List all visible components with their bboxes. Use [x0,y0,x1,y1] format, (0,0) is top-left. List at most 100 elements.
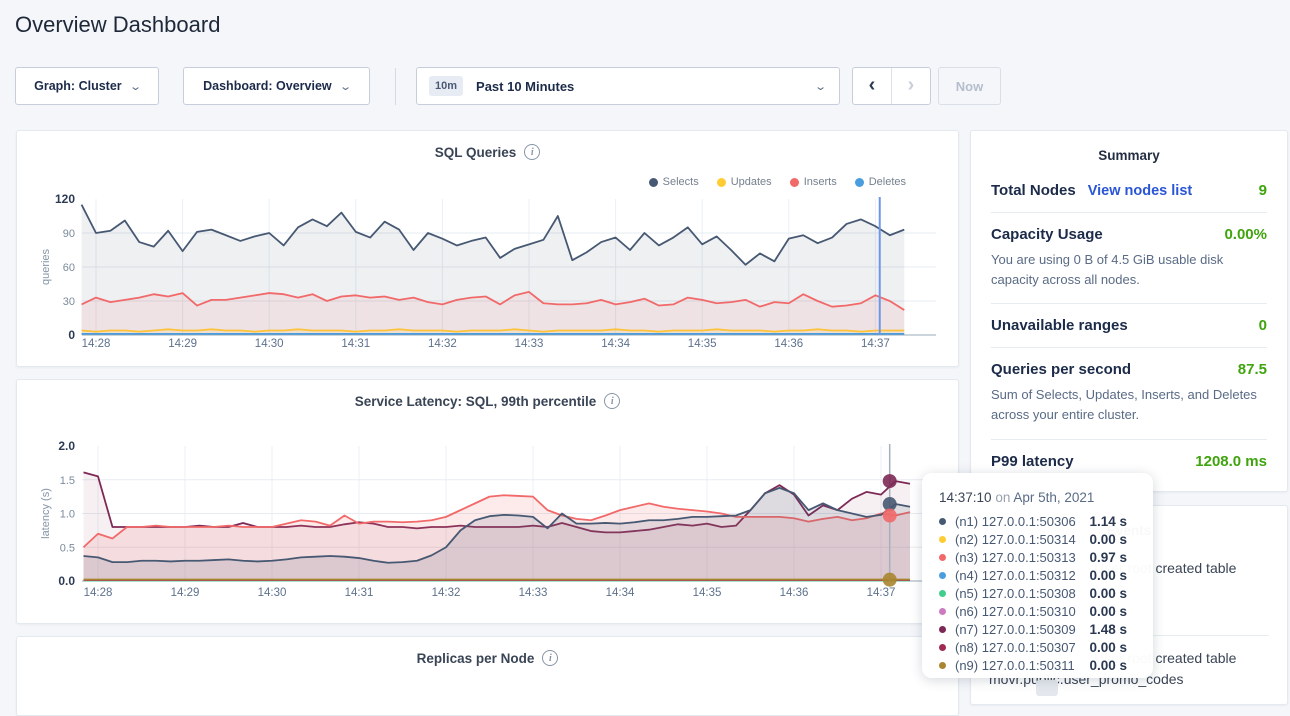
hover-point-dot [882,474,897,489]
chart-legend: Selects Updates Inserts Deletes [648,176,906,188]
x-axis-tick-label: 14:33 [515,338,544,350]
x-axis-tick-label: 14:31 [341,338,370,350]
event-icon [1036,680,1058,696]
series-color-dot [939,535,946,543]
x-axis-tick-label: 14:28 [84,587,113,599]
tooltip-node-value: 0.00 s [1089,640,1127,656]
service-latency-panel: 14:28 14:29 14:30 14:31 14:32 14:33 14:34 14:35… [16,379,959,624]
replicas-per-node-panel: Replicas per Node i [16,636,959,716]
tooltip-node-label: (n2) 127.0.0.1:50314 [955,531,1076,547]
x-axis-tick-label: 14:36 [774,338,803,350]
series-color-dot [939,553,946,561]
tooltip-node-row: (n2) 127.0.0.1:50314 0.00 s [939,530,1139,548]
time-next-button[interactable]: › [891,68,930,104]
series-line-Selects [80,204,905,266]
tooltip-node-value: 0.00 s [1089,585,1127,601]
legend-label: Deletes [868,176,906,188]
sql-queries-panel: 14:28 14:29 14:30 14:31 14:32 14:33 14:34 14:35… [16,130,959,367]
x-axis-tick-label: 14:29 [171,587,200,599]
legend-label: Inserts [803,176,837,188]
y-axis-tick-label: 1.5 [60,475,75,487]
x-axis-tick-label: 14:34 [601,338,630,350]
dashboard-dropdown-label: Dashboard: Overview [203,79,332,93]
graph-scope-dropdown-label: Graph: Cluster [34,79,122,93]
series-color-dot [939,517,946,525]
chart-title: Service Latency: SQL, 99th percentile [354,393,597,409]
summary-row-label: Unavailable ranges [991,317,1128,335]
y-axis-tick-label: 1.0 [60,509,75,521]
tooltip-node-value: 0.00 s [1089,658,1127,674]
tooltip-node-label: (n7) 127.0.0.1:50309 [955,622,1076,638]
series-line-(n3) 127.0.0.1:50313 [82,494,911,548]
summary-row: P99 latency 1208.0 ms [991,438,1267,483]
x-axis-tick-label: 14:30 [255,338,284,350]
time-prev-button[interactable]: ‹ [853,68,891,104]
chart-header: SQL Queries i [17,144,958,160]
tooltip-node-label: (n9) 127.0.0.1:50311 [955,658,1075,674]
x-axis-tick-label: 14:37 [861,338,890,350]
series-color-dot [939,571,946,579]
chart-header: Replicas per Node i [17,650,958,666]
x-axis-tick-label: 14:29 [168,338,197,350]
y-axis-title: queries [40,248,52,285]
summary-row: Unavailable ranges 0 [991,303,1267,347]
graph-scope-dropdown[interactable]: Graph: Cluster ⌄ [15,67,159,105]
chart-title: SQL Queries [434,144,517,160]
tooltip-node-value: 0.00 s [1089,531,1127,547]
overview-dashboard-page: { "page": { "title": "Overview Dashboard… [15,12,1288,716]
chevron-down-icon: ⌄ [128,80,142,93]
chart-header: Service Latency: SQL, 99th percentile i [17,393,958,409]
tooltip-timestamp: 14:37:10 on Apr 5th, 2021 [939,490,1095,505]
view-nodes-list-link[interactable]: View nodes list [1087,183,1193,199]
hover-point-dot [882,572,897,587]
tooltip-node-row: (n8) 127.0.0.1:50307 0.00 s [939,639,1139,657]
now-button[interactable]: Now [938,67,1001,105]
service-latency-chart[interactable]: 14:28 14:29 14:30 14:31 14:32 14:33 14:34 14:35… [17,380,958,623]
summary-row-value: 87.5 [1237,361,1267,379]
info-icon[interactable]: i [542,650,559,666]
time-range-dropdown[interactable]: 10m Past 10 Minutes ⌄ [416,67,840,105]
summary-row: Queries per second 87.5 Sum of Selects, Up… [991,347,1267,438]
tooltip-node-row: (n5) 127.0.0.1:50308 0.00 s [939,584,1139,602]
y-axis-tick-label: 0 [68,328,75,342]
sql-queries-chart[interactable]: 14:28 14:29 14:30 14:31 14:32 14:33 14:34 14:35… [17,131,958,366]
chevron-down-icon: ⌄ [338,80,352,93]
series-line-Updates [81,328,905,333]
tooltip-node-value: 1.14 s [1089,513,1127,529]
x-axis-tick-label: 14:31 [345,587,374,599]
series-color-dot [939,626,946,634]
chevron-down-icon: ⌄ [813,80,827,93]
chart-hover-tooltip: 14:37:10 on Apr 5th, 2021 (n1) 127.0.0.1… [922,473,1153,678]
y-axis-tick-label: 2.0 [58,439,75,453]
legend-color-dot [716,177,726,187]
y-axis-title: latency (s) [40,488,52,539]
tooltip-node-value: 0.00 s [1089,604,1127,620]
x-axis-tick-label: 14:33 [519,587,548,599]
series-color-dot [939,662,946,670]
info-icon[interactable]: i [524,144,541,160]
legend-item-selects: Selects [648,176,699,188]
y-axis-tick-label: 30 [63,296,75,308]
summary-row-label: Capacity Usage [991,226,1103,243]
summary-row-value: 1208.0 ms [1195,452,1267,470]
legend-item-updates: Updates [716,176,772,188]
tooltip-node-label: (n4) 127.0.0.1:50312 [955,567,1076,583]
x-axis-tick-label: 14:32 [432,587,461,599]
x-axis-tick-label: 14:35 [688,338,717,350]
info-icon[interactable]: i [604,393,621,409]
tooltip-node-label: (n1) 127.0.0.1:50306 [955,513,1076,529]
x-axis-tick-label: 14:28 [82,338,111,350]
summary-row: Total Nodes View nodes list 9 [991,169,1267,212]
x-axis-tick-label: 14:37 [867,587,896,599]
x-axis-tick-label: 14:34 [606,587,635,599]
dashboard-dropdown[interactable]: Dashboard: Overview ⌄ [183,67,370,105]
y-axis-tick-label: 0.0 [58,574,75,588]
series-color-dot [939,644,946,652]
summary-row-label: Total Nodes [991,182,1076,199]
legend-item-inserts: Inserts [789,176,837,188]
tooltip-node-label: (n6) 127.0.0.1:50310 [955,604,1076,620]
x-axis-tick-label: 14:30 [258,587,287,599]
y-axis-tick-label: 0.5 [60,542,75,554]
time-step-buttons: ‹ › [852,67,931,105]
tooltip-node-label: (n5) 127.0.0.1:50308 [955,585,1076,601]
